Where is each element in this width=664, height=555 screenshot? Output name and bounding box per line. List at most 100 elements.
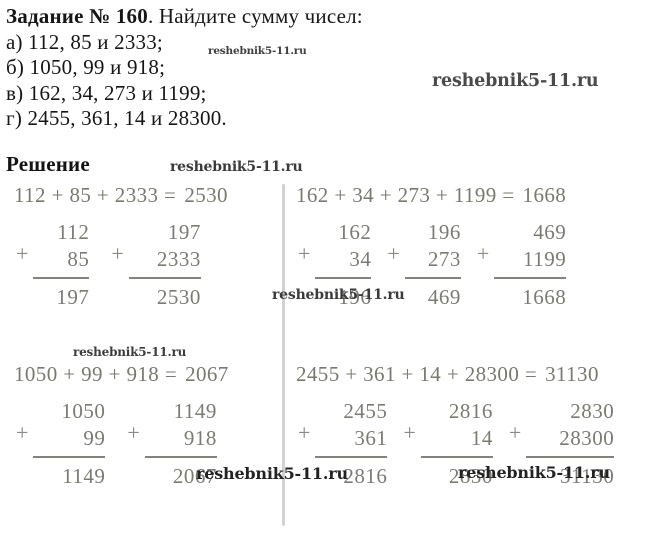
addition-sum: 2067 [172,464,217,488]
addend-stack: 2816 14 2830 [420,398,493,490]
problem-item-v: в) 162, 34, 273 и 1199; [6,80,207,105]
addend-top: 112 [57,220,90,244]
addition-sum: 2830 [448,464,493,488]
expression-text: 112 + 85 + 2333 = [14,183,177,207]
addend-bottom: 1199 [523,247,567,271]
expression-result: 31130 [545,362,599,386]
addend-stack: 162 34 196 [315,219,372,311]
addition-rule [128,277,201,279]
addend-stack: 1050 99 1149 [33,398,106,490]
plus-icon: + [127,420,140,445]
addend-top: 2830 [570,399,615,423]
addition-rule [494,277,567,279]
plus-icon: + [476,241,490,266]
calculation-expression-b: 1050 + 99 + 918 = 2067 [14,362,282,388]
addition-sum: 196 [338,285,372,309]
calculation-block-v: 162 + 34 + 273 + 1199 = 1668 + 162 34 196… [296,183,664,311]
long-addition-row-g: + 2455 361 2816 + 2816 14 2830 [296,398,664,490]
addend-top: 2816 [448,399,493,423]
plus-icon: + [16,241,29,266]
addend-bottom: 85 [67,247,90,271]
addend-stack: 2455 361 2816 [315,398,388,490]
watermark: reshebnik5-11.ru [170,159,303,175]
plus-icon: + [387,241,400,266]
addition-sum: 197 [56,285,90,309]
addition-rule [33,277,90,279]
addend-bottom: 99 [83,426,106,450]
expression-result: 1668 [522,183,567,207]
column-divider [282,184,285,526]
calculation-expression-a: 112 + 85 + 2333 = 2530 [14,183,282,209]
long-addition-step: + 2816 14 2830 [401,398,493,490]
calculation-expression-v: 162 + 34 + 273 + 1199 = 1668 [296,183,664,209]
addition-rule [526,456,615,458]
long-addition-step: + 1149 918 2067 [125,398,217,490]
addend-top: 196 [427,220,461,244]
solution-heading: Решение [6,152,90,176]
addition-sum: 469 [427,285,461,309]
plus-icon: + [298,241,311,266]
addition-rule [404,277,461,279]
long-addition-step: + 2455 361 2816 [296,398,388,490]
problem-item-g: г) 2455, 361, 14 и 28300. [6,106,227,131]
expression-text: 2455 + 361 + 14 + 28300 = [296,362,538,386]
addend-top: 1050 [61,399,106,423]
expression-result: 2067 [185,362,229,386]
calculations-area: 112 + 85 + 2333 = 2530 + 112 85 197 + 197 [0,180,664,555]
expression-text: 162 + 34 + 273 + 1199 = [296,183,515,207]
expression-text: 1050 + 99 + 918 = [14,362,178,386]
addition-rule [315,277,372,279]
addend-stack: 112 85 197 [33,219,90,311]
problem-title: Задание № 160. Найдите сумму чисел: [6,4,476,30]
addition-rule [315,456,388,458]
addition-rule [144,456,217,458]
problem-title-text: . Найдите сумму чисел: [147,4,363,28]
addition-sum: 2816 [343,464,388,488]
addend-stack: 2830 28300 31130 [526,398,615,490]
addend-stack: 196 273 469 [404,219,461,311]
calculation-expression-g: 2455 + 361 + 14 + 28300 = 31130 [296,362,664,388]
long-addition-row-a: + 112 85 197 + 197 2333 2530 [14,219,282,311]
long-addition-step: + 2830 28300 31130 [507,398,615,490]
calculation-block-b: 1050 + 99 + 918 = 2067 + 1050 99 1149 + 1… [14,362,282,490]
problem-title-number: Задание № 160 [6,4,148,28]
addend-stack: 1149 918 2067 [144,398,217,490]
long-addition-step: + 162 34 196 [296,219,372,311]
long-addition-step: + 469 1199 1668 [475,219,567,311]
calculation-block-a: 112 + 85 + 2333 = 2530 + 112 85 197 + 197 [14,183,282,311]
addend-bottom: 2333 [156,247,201,271]
problem-item-a: а) 112, 85 и 2333; [6,29,163,54]
addend-top: 469 [533,220,567,244]
addition-rule [33,456,106,458]
long-addition-step: + 1050 99 1149 [14,398,106,490]
addend-bottom: 14 [470,426,493,450]
long-addition-step: + 196 273 469 [385,219,461,311]
plus-icon: + [16,420,29,445]
addend-bottom: 28300 [559,426,615,450]
addend-bottom: 34 [349,247,372,271]
addend-stack: 469 1199 1668 [494,219,567,311]
addend-bottom: 361 [354,426,388,450]
long-addition-step: + 112 85 197 [14,219,90,311]
addition-rule [420,456,493,458]
addend-bottom: 918 [183,426,217,450]
addend-bottom: 273 [427,247,461,271]
addend-stack: 197 2333 2530 [128,219,201,311]
addition-sum: 31130 [560,464,615,488]
addition-sum: 1149 [62,464,106,488]
addend-top: 197 [167,220,201,244]
addend-top: 1149 [173,399,217,423]
long-addition-row-v: + 162 34 196 + 196 273 469 [296,219,664,311]
long-addition-step: + 197 2333 2530 [109,219,201,311]
addend-top: 2455 [343,399,388,423]
problem-item-b: б) 1050, 99 и 918; [6,55,166,80]
plus-icon: + [298,420,311,445]
plus-icon: + [403,420,416,445]
calculation-block-g: 2455 + 361 + 14 + 28300 = 31130 + 2455 36… [296,362,664,490]
long-addition-row-b: + 1050 99 1149 + 1149 918 2067 [14,398,282,490]
addend-top: 162 [338,220,372,244]
plus-icon: + [111,241,124,266]
plus-icon: + [508,420,522,445]
expression-result: 2530 [184,183,228,207]
